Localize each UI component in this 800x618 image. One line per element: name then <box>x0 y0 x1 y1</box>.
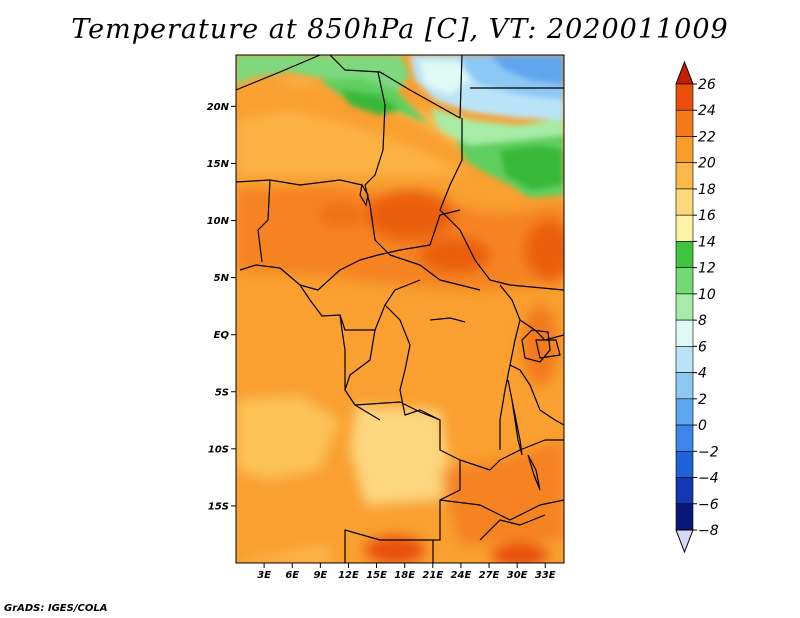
lat-tick-label: 10S <box>208 444 229 455</box>
lon-tick-label: 30E <box>507 570 528 581</box>
colorbar-segment <box>675 162 694 190</box>
lon-tick-label: 9E <box>313 570 327 581</box>
lon-tick-label: 6E <box>285 570 299 581</box>
colorbar-segment <box>675 214 694 242</box>
colorbar-label: 18 <box>698 182 716 198</box>
colorbar-label: 12 <box>698 261 716 277</box>
lon-tick-label: 21E <box>422 570 443 581</box>
country-borders <box>236 55 564 563</box>
lat-tick-label: 15S <box>208 501 229 512</box>
colorbar-segment <box>675 450 694 478</box>
lat-tick-label: 10N <box>207 216 230 227</box>
colorbar-label: −6 <box>698 497 719 513</box>
colorbar-label: 2 <box>698 392 707 408</box>
colorbar-bottom-arrow <box>675 529 694 554</box>
colorbar-label: 14 <box>698 234 716 250</box>
temperature-field <box>236 55 564 563</box>
lat-tick-label: 5N <box>214 273 230 284</box>
colorbar-label: 24 <box>698 103 716 119</box>
lon-tick-label: 3E <box>257 570 271 581</box>
colorbar-label: 26 <box>698 77 716 93</box>
chart-title: Temperature at 850hPa [C], VT: 202001100… <box>71 14 729 45</box>
lat-tick-label: 5S <box>215 387 229 398</box>
lon-tick-label: 18E <box>394 570 415 581</box>
lon-tick-label: 24E <box>451 570 472 581</box>
colorbar-label: −8 <box>698 523 719 539</box>
lon-tick-label: 33E <box>535 570 556 581</box>
colorbar-segment <box>675 477 694 505</box>
colorbar-segment <box>675 267 694 295</box>
colorbar-segment <box>675 398 694 426</box>
colorbar-label: 6 <box>698 339 707 355</box>
lat-tick-label: EQ <box>214 330 230 341</box>
colorbar-label: −4 <box>698 471 719 487</box>
colorbar-segment <box>675 319 694 347</box>
latitude-axis: 20N 15N 10N 5N EQ 5S 10S 15S <box>207 102 236 512</box>
colorbar-label: 16 <box>698 208 716 224</box>
colorbar-label: 10 <box>698 287 716 303</box>
grads-credit: GrADS: IGES/COLA <box>4 603 108 614</box>
colorbar-label: 0 <box>698 418 707 434</box>
colorbar-label: 20 <box>698 156 716 172</box>
colorbar-label: 4 <box>698 366 707 382</box>
colorbar-segment <box>675 241 694 268</box>
colorbar-top-arrow <box>675 60 694 85</box>
colorbar-segment <box>675 503 694 531</box>
colorbar-label: 22 <box>698 129 716 145</box>
lon-tick-label: 15E <box>366 570 387 581</box>
lon-tick-label: 27E <box>479 570 500 581</box>
colorbar-segment <box>675 109 694 137</box>
colorbar-segment <box>675 372 694 400</box>
lat-tick-label: 20N <box>207 102 230 113</box>
colorbar-segment <box>675 136 694 164</box>
lat-tick-label: 15N <box>207 159 230 170</box>
colorbar-segment <box>675 83 694 111</box>
longitude-axis: 3E 6E 9E 12E 15E 18E 21E 24E 27E 30E 33E <box>257 563 556 581</box>
colorbar-label: −2 <box>698 444 719 460</box>
colorbar-segment <box>675 346 694 373</box>
map-frame <box>235 54 565 564</box>
colorbar-segment <box>675 424 694 452</box>
lake-outlines <box>359 183 551 491</box>
lon-tick-label: 12E <box>338 570 359 581</box>
colorbar-segment <box>675 188 694 216</box>
colorbar-segment <box>675 293 694 321</box>
colorbar-label: 8 <box>698 313 707 329</box>
